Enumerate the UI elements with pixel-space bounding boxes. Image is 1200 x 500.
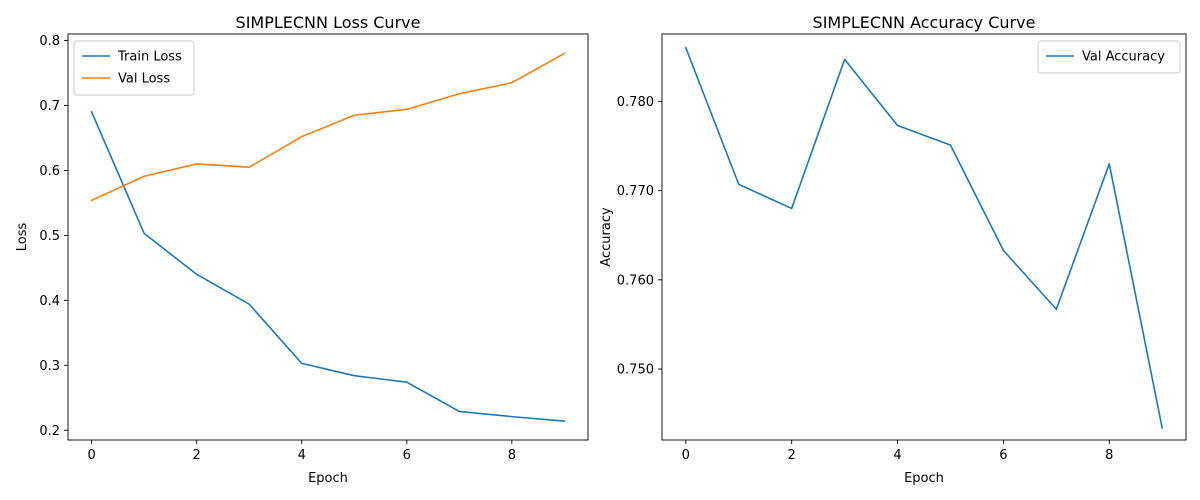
chart-1-y-tick-label: 0.7 — [39, 99, 60, 114]
chart-1: SIMPLECNN Loss Curve 0 2 4 6 8 0.2 0.3 0.4 0.5 0.6… — [15, 13, 589, 486]
chart-2-y-tick-label: 0.750 — [617, 363, 654, 378]
chart-2-x-tick-label: 4 — [893, 448, 901, 463]
chart-2-legend-label: Val Accuracy — [1082, 50, 1165, 65]
chart-1-legend-box — [73, 40, 195, 96]
chart-1-series-val-loss-line — [90, 52, 566, 202]
chart-1-title: SIMPLECNN Loss Curve — [236, 13, 421, 32]
chart-2-legend-box — [1037, 40, 1181, 74]
chart-1-x-tick-label: 6 — [403, 448, 411, 463]
chart-1-y-tick-label: 0.6 — [39, 164, 60, 179]
chart-2-series-val-accuracy-line — [684, 46, 1164, 429]
chart-2-y-tick-label: 0.760 — [617, 273, 654, 288]
chart-2-y-axis-label: Accuracy — [599, 207, 614, 267]
chart-1-x-tick-label: 4 — [298, 448, 306, 463]
chart-1-x-tick-label: 8 — [508, 448, 516, 463]
chart-1-series-train-loss-line — [90, 110, 566, 423]
chart-1-y-tick-label: 0.5 — [39, 229, 60, 244]
chart-2-legend: Val Accuracy — [1037, 40, 1181, 74]
chart-1-y-tick-label: 0.4 — [39, 294, 60, 309]
chart-2-x-axis-label: Epoch — [904, 471, 944, 486]
chart-1-plot-frame — [67, 33, 589, 441]
chart-2-x-tick-label: 2 — [788, 448, 796, 463]
chart-2-y-tick-label: 0.780 — [617, 95, 654, 110]
chart-2-x-tick-label: 6 — [999, 448, 1007, 463]
chart-2-title: SIMPLECNN Accuracy Curve — [813, 13, 1036, 32]
chart-1-x-tick-label: 2 — [193, 448, 201, 463]
chart-1-legend-label: Train Loss — [117, 50, 182, 65]
chart-1-y-tick-label: 0.8 — [39, 34, 60, 49]
chart-2: SIMPLECNN Accuracy Curve 0 2 4 6 8 0.750 0.760 0… — [599, 13, 1187, 486]
chart-1-legend: Train Loss Val Loss — [73, 40, 195, 96]
chart-1-y-axis-label: Loss — [15, 223, 30, 252]
chart-1-y-tick-label: 0.3 — [39, 359, 60, 374]
chart-2-x-tick-label: 8 — [1105, 448, 1113, 463]
chart-1-y-tick-label: 0.2 — [39, 424, 60, 439]
chart-2-plot-frame — [661, 33, 1187, 441]
chart-2-x-tick-label: 0 — [682, 448, 690, 463]
chart-1-x-axis-label: Epoch — [308, 471, 348, 486]
chart-1-x-tick-label: 0 — [87, 448, 95, 463]
chart-1-legend-label: Val Loss — [118, 72, 170, 87]
chart-2-y-tick-label: 0.770 — [617, 184, 654, 199]
